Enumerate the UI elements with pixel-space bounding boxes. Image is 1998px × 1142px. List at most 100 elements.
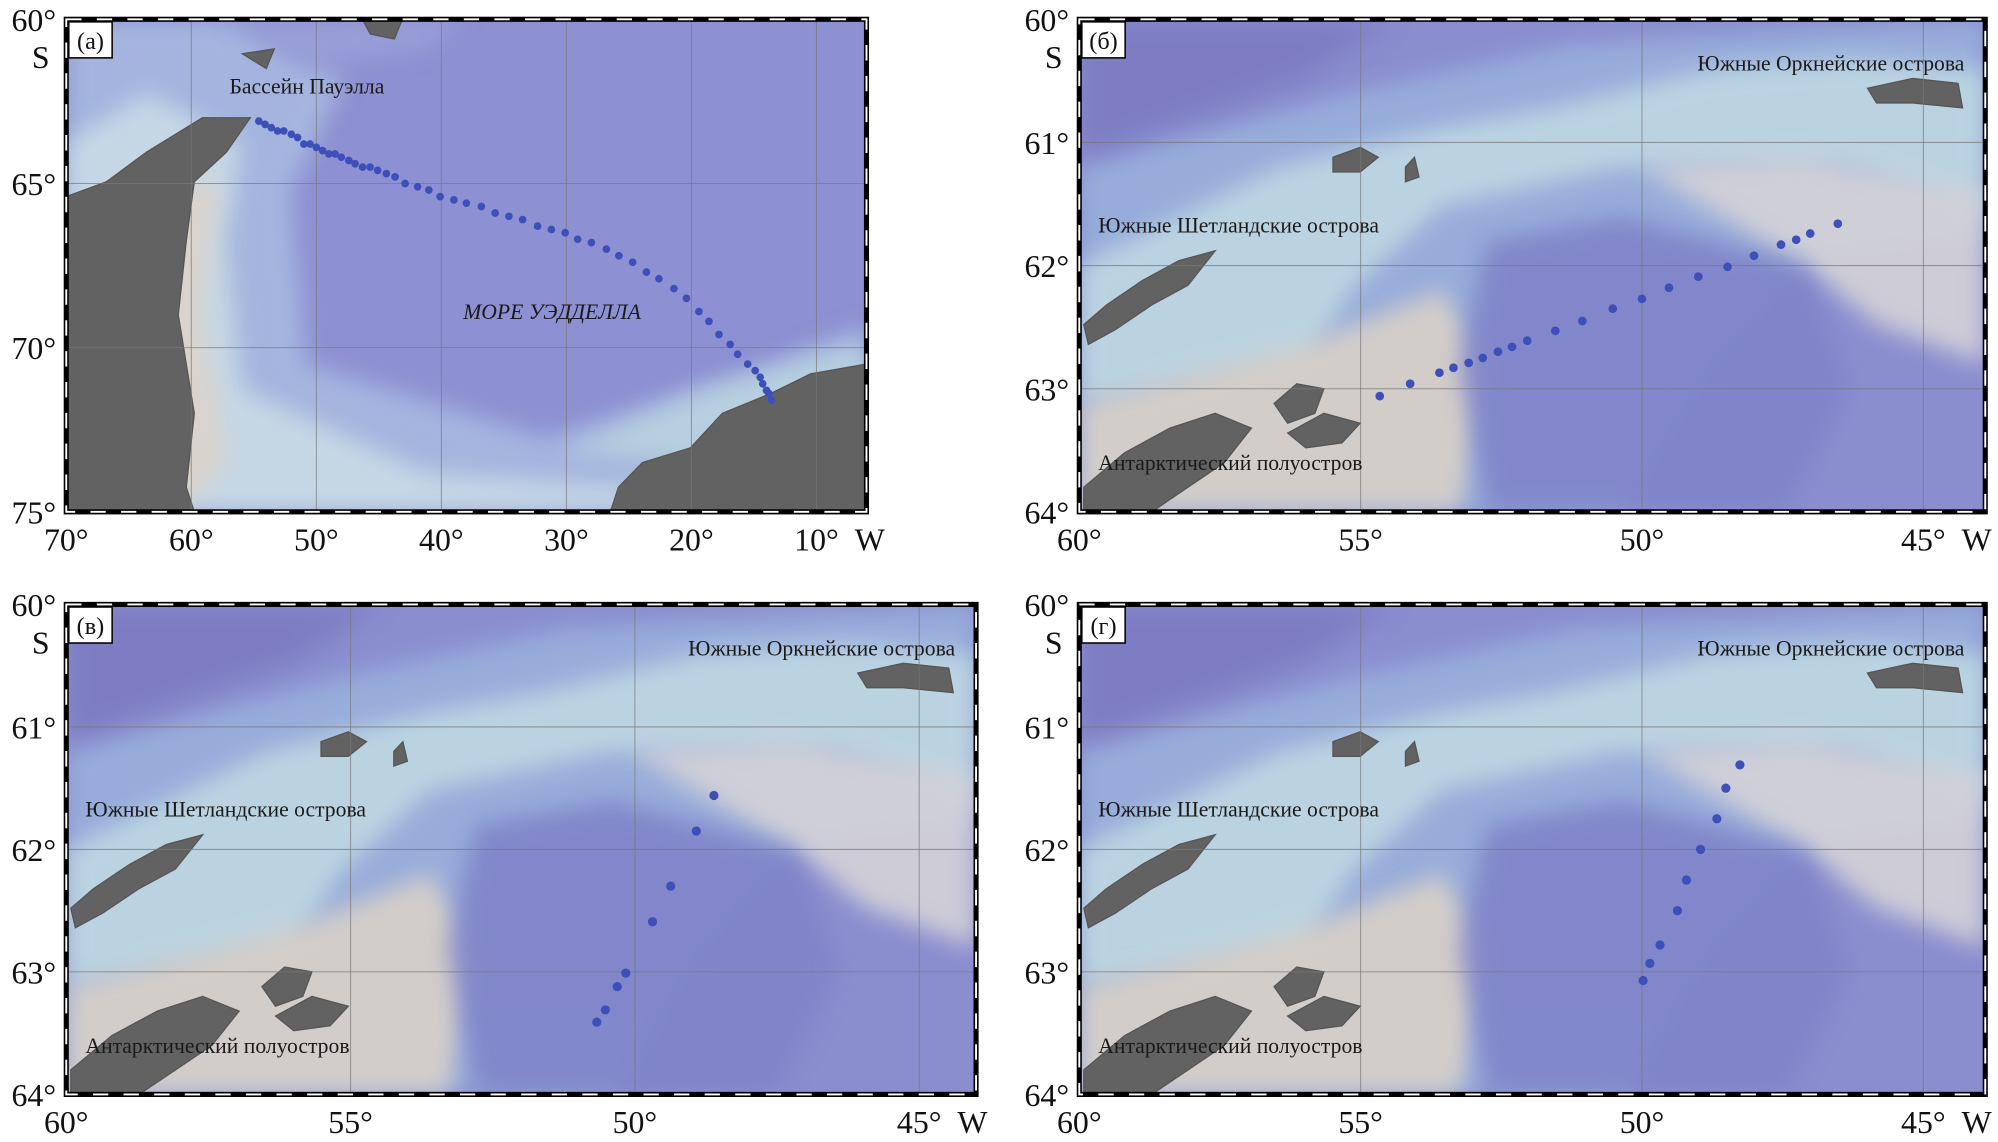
y-tick-label: 64°: [1024, 1077, 1069, 1113]
station-point: [726, 340, 735, 349]
land: [320, 731, 368, 757]
station-point: [436, 192, 444, 201]
x-axis-label: W: [957, 1104, 988, 1140]
station-point: [267, 123, 276, 132]
map-background: [66, 19, 867, 512]
panel-label-box: [1081, 606, 1126, 644]
station-point: [1672, 906, 1683, 916]
station-point: [491, 209, 499, 217]
bathymetry: [448, 800, 840, 1095]
station-point: [413, 182, 422, 191]
panel-label: (б): [1089, 28, 1117, 55]
x-tick-label: 10°: [794, 521, 839, 557]
y-axis-label: S: [32, 624, 50, 660]
land: [361, 19, 404, 40]
panel-label: (г): [1090, 613, 1116, 640]
panel-label: (в): [77, 613, 105, 640]
land: [1332, 146, 1380, 173]
station-point: [1721, 783, 1731, 793]
station-point: [254, 117, 263, 125]
station-point: [1375, 391, 1385, 401]
station-point: [695, 307, 703, 316]
x-tick-label: 45°: [897, 1104, 942, 1140]
y-tick-label: 60°: [11, 587, 56, 623]
y-tick-label: 62°: [1024, 832, 1069, 868]
land: [1273, 383, 1325, 424]
station-point: [401, 179, 409, 188]
x-tick-label: 60°: [169, 521, 214, 557]
x-tick-label: 60°: [1057, 521, 1102, 557]
bathymetry: [1079, 643, 1986, 987]
land: [1286, 995, 1362, 1032]
station-point: [682, 294, 691, 303]
bathymetry: [1640, 741, 1986, 948]
panel-label-box: [68, 606, 113, 644]
land: [1332, 731, 1380, 757]
annotation: Южные Шетландские острова: [85, 798, 366, 822]
land: [1273, 966, 1325, 1007]
x-axis-label: W: [1962, 1104, 1993, 1140]
station-point: [1608, 304, 1618, 314]
station-point: [382, 169, 391, 178]
annotation: Южные Шетландские острова: [1098, 213, 1379, 237]
land: [1404, 740, 1420, 768]
annotation: Антарктический полуостров: [85, 1034, 349, 1058]
panel-label-box: [68, 21, 113, 59]
y-axis-label: S: [1045, 624, 1063, 660]
station-point: [425, 186, 433, 194]
station-point: [655, 274, 663, 283]
station-point: [1507, 342, 1517, 352]
station-point: [462, 199, 471, 208]
bathymetry: [66, 643, 977, 987]
station-point: [615, 251, 623, 260]
land: [856, 662, 955, 694]
land: [1286, 412, 1362, 449]
station-point: [1805, 229, 1815, 238]
station-point: [1638, 975, 1648, 986]
panel-label-box: [1081, 21, 1126, 59]
y-tick-label: 60°: [1024, 2, 1069, 38]
y-tick-label: 65°: [11, 166, 56, 202]
y-tick-label: 64°: [11, 1077, 56, 1113]
station-point: [573, 235, 582, 244]
station-point: [533, 222, 542, 231]
station-point: [1522, 336, 1532, 346]
x-tick-label: 70°: [44, 521, 89, 557]
x-tick-label: 50°: [294, 521, 339, 557]
station-point: [751, 366, 760, 375]
y-tick-label: 62°: [11, 832, 56, 868]
station-point: [331, 150, 339, 158]
station-point: [621, 968, 631, 978]
bathymetry: [226, 19, 467, 69]
map-panel: 60° 55° 50° 45° W 60° 61° 62° 63° 64° S Южные Оркне…: [1024, 2, 1992, 558]
frame-dash: [65, 18, 868, 513]
station-point: [691, 826, 701, 836]
station-point: [705, 317, 713, 326]
frame-dash: [65, 603, 978, 1096]
annotation: Бассейн Пауэлла: [230, 75, 385, 99]
panel-label: (а): [77, 28, 104, 55]
station-point: [600, 1005, 610, 1015]
bathymetry: [1079, 58, 1986, 404]
station-point: [733, 350, 742, 359]
station-point: [300, 140, 308, 148]
land: [1404, 155, 1420, 183]
x-tick-label: 50°: [1620, 521, 1665, 557]
y-tick-label: 60°: [1024, 587, 1069, 623]
station-point: [1723, 262, 1732, 272]
land: [393, 740, 409, 768]
station-point: [715, 330, 723, 339]
station-point: [1578, 316, 1587, 326]
station-point: [345, 156, 353, 165]
x-tick-label: 30°: [544, 521, 589, 557]
land: [609, 363, 867, 512]
annotation: Южные Оркнейские острова: [1697, 51, 1964, 75]
station-point: [1791, 235, 1801, 245]
annotation: Южные Оркнейские острова: [688, 636, 955, 660]
station-point: [709, 790, 719, 801]
y-tick-label: 62°: [1024, 248, 1069, 284]
x-tick-label: 60°: [44, 1104, 89, 1140]
x-tick-label: 50°: [613, 1104, 658, 1140]
station-point: [612, 981, 622, 992]
x-tick-label: 55°: [1338, 1104, 1383, 1140]
